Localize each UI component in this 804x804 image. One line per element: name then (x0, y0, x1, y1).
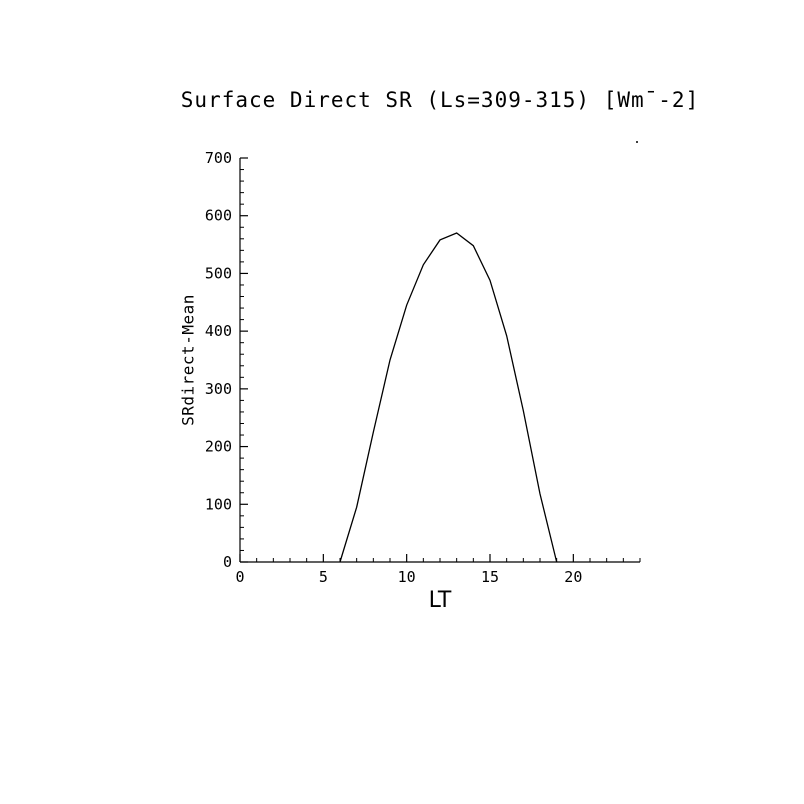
x-tick-label: 15 (481, 568, 499, 586)
y-tick-label: 300 (205, 380, 232, 398)
y-tick-label: 400 (205, 322, 232, 340)
y-tick-label: 600 (205, 207, 232, 225)
x-axis-title: LT (428, 588, 452, 613)
data-series-line (339, 232, 558, 563)
y-tick-label: 500 (205, 264, 232, 282)
stray-dot-mark (636, 141, 638, 143)
x-tick-label: 10 (398, 568, 416, 586)
y-tick-label: 100 (205, 495, 232, 513)
x-tick-label: 5 (319, 568, 328, 586)
y-tick-label: 200 (205, 438, 232, 456)
chart-title: Surface Direct SR (Ls=309-315) [Wm¯-2] (180, 88, 700, 112)
x-tick-label: 0 (235, 568, 244, 586)
x-tick-label: 20 (564, 568, 582, 586)
y-tick-label: 0 (223, 553, 232, 571)
y-tick-label: 700 (205, 149, 232, 167)
